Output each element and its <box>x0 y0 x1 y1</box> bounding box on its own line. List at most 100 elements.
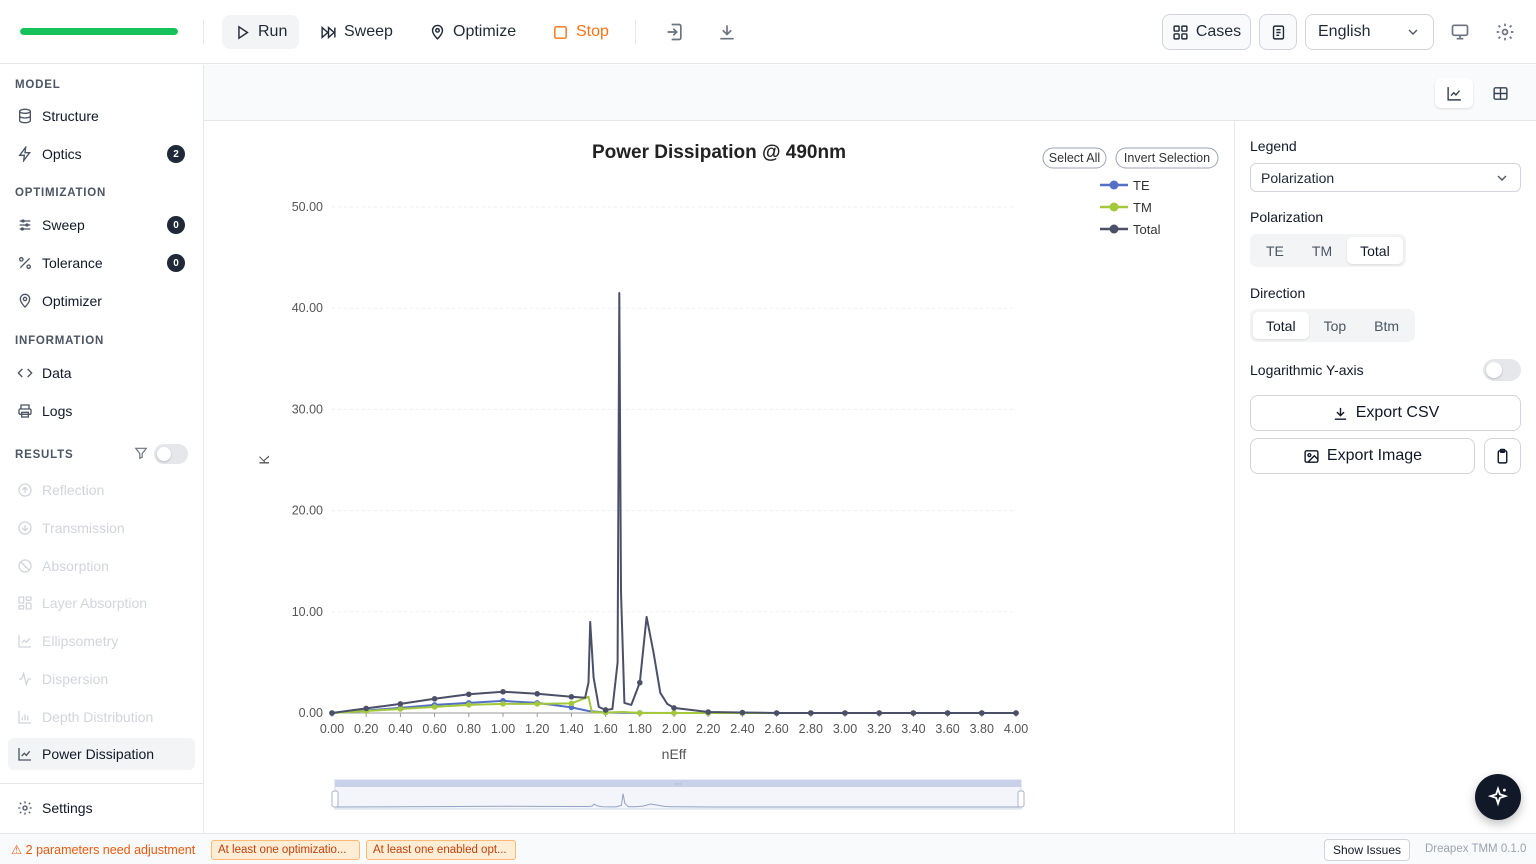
table-icon <box>1492 86 1508 100</box>
power-dissipation-chart[interactable]: Power Dissipation @ 490nm Select All Inv… <box>204 121 1234 833</box>
sidebar-item-optimizer[interactable]: Optimizer <box>8 285 195 317</box>
sidebar-item-layer-absorption[interactable]: Layer Absorption <box>8 587 195 619</box>
chart-view-toggle[interactable] <box>1435 78 1473 108</box>
chart-grid <box>332 206 1016 714</box>
sidebar-item-reflection[interactable]: Reflection <box>8 474 195 506</box>
sliders-icon <box>19 219 31 231</box>
data-point <box>739 709 746 716</box>
language-select[interactable]: English <box>1305 14 1434 50</box>
polarization-te[interactable]: TE <box>1266 242 1284 259</box>
sidebar-item-tolerance[interactable]: Tolerance 0 <box>8 247 195 279</box>
data-point <box>466 691 472 698</box>
fast-forward-icon <box>321 25 336 39</box>
chevron-down-icon <box>1408 29 1418 35</box>
play-icon <box>238 25 249 39</box>
select-all-button[interactable]: Select All <box>1042 147 1107 169</box>
sidebar-item-transmission[interactable]: Transmission <box>8 512 195 544</box>
import-icon[interactable] <box>665 22 685 42</box>
count-badge: 0 <box>167 216 185 234</box>
legend-select[interactable]: Polarization <box>1250 163 1521 192</box>
data-point <box>534 701 540 707</box>
legend-marker <box>1109 180 1119 190</box>
sidebar-item-power-dissipation[interactable]: Power Dissipation <box>8 738 195 770</box>
sidebar-item-logs[interactable]: Logs <box>8 395 195 427</box>
chart-legend[interactable]: TE TM Total <box>1100 178 1161 237</box>
sidebar-item-absorption[interactable]: Absorption <box>8 550 195 582</box>
code-icon <box>17 368 33 378</box>
results-filter-toggle[interactable] <box>154 444 188 464</box>
sidebar-item-optics[interactable]: Optics 2 <box>8 138 195 170</box>
gear-icon[interactable] <box>1495 22 1515 42</box>
cases-button[interactable]: Cases <box>1162 14 1251 50</box>
y-axis-ticks: 0.00 10.00 20.00 30.00 40.00 50.00 <box>292 200 323 720</box>
sidebar-item-label: Absorption <box>42 558 109 574</box>
sidebar-item-ellipsometry[interactable]: Ellipsometry <box>8 625 195 657</box>
data-point <box>431 696 438 702</box>
sidebar-item-label: Structure <box>42 108 99 124</box>
select-all-label: Select All <box>1049 151 1100 165</box>
issue-chip[interactable]: At least one optimizatio... <box>211 840 360 860</box>
data-point <box>602 707 609 713</box>
section-optimization: OPTIMIZATION <box>15 187 107 199</box>
y-tick-label: 10.00 <box>292 605 323 619</box>
data-point <box>397 701 404 707</box>
language-value: English <box>1318 23 1371 40</box>
slider-grip-icon: ⋯ <box>675 781 682 788</box>
ai-assistant-button[interactable] <box>1475 774 1521 820</box>
notes-button[interactable] <box>1259 14 1297 50</box>
sweep-button[interactable]: Sweep <box>308 15 405 49</box>
table-view-toggle[interactable] <box>1481 78 1519 108</box>
data-point <box>910 710 917 716</box>
sidebar-item-settings[interactable]: Settings <box>8 792 195 824</box>
log-y-axis-label: Logarithmic Y-axis <box>1250 362 1364 378</box>
download-icon[interactable] <box>717 22 737 42</box>
data-zoom-slider[interactable]: ⋯ <box>331 779 1025 810</box>
arrow-down-circle-icon <box>18 521 32 535</box>
direction-total[interactable]: Total <box>1253 312 1309 339</box>
sidebar-item-depth-distribution[interactable]: Depth Distribution <box>8 701 195 733</box>
sidebar-item-data[interactable]: Data <box>8 357 195 389</box>
grid-icon <box>1173 24 1188 40</box>
top-toolbar: Run Sweep Optimize Stop Cases English <box>0 0 1536 64</box>
sidebar-item-structure[interactable]: Structure <box>8 100 195 132</box>
sidebar-item-label: Tolerance <box>42 255 103 271</box>
document-icon <box>1272 24 1284 40</box>
sidebar-item-dispersion[interactable]: Dispersion <box>8 663 195 695</box>
direction-top[interactable]: Top <box>1323 317 1347 334</box>
polarization-total[interactable]: Total <box>1347 237 1403 264</box>
legend-label: TM <box>1133 200 1152 215</box>
copy-image-button[interactable] <box>1484 438 1521 474</box>
sidebar-item-label: Sweep <box>42 217 85 233</box>
polarization-tm[interactable]: TM <box>1311 242 1333 259</box>
log-y-axis-toggle[interactable] <box>1483 359 1521 381</box>
data-point <box>671 705 677 711</box>
y-tick-label: 50.00 <box>292 200 323 214</box>
issue-chip[interactable]: At least one enabled opt... <box>366 840 516 860</box>
run-button[interactable]: Run <box>222 15 300 49</box>
export-image-button[interactable]: Export Image <box>1250 438 1475 474</box>
x-tick-label: 2.80 <box>799 722 823 736</box>
stop-button[interactable]: Stop <box>540 15 621 49</box>
invert-selection-button[interactable]: Invert Selection <box>1115 147 1219 169</box>
sidebar-item-label: Power Dissipation <box>42 746 155 762</box>
data-point <box>671 710 677 716</box>
show-issues-button[interactable]: Show Issues <box>1324 839 1411 861</box>
y-tick-label: 40.00 <box>292 301 323 315</box>
slider-right-handle[interactable] <box>1017 790 1025 808</box>
legend-label: Legend <box>1250 138 1297 154</box>
data-point <box>842 710 848 716</box>
sidebar-item-label: Optics <box>42 146 82 162</box>
direction-btm[interactable]: Btm <box>1374 317 1400 334</box>
x-tick-label: 3.60 <box>935 722 959 736</box>
slider-left-handle[interactable] <box>331 790 339 808</box>
export-csv-button[interactable]: Export CSV <box>1250 395 1521 431</box>
image-icon <box>1304 449 1319 463</box>
optimize-button[interactable]: Optimize <box>417 15 528 49</box>
line-chart-icon <box>1446 86 1461 101</box>
sidebar-item-sweep[interactable]: Sweep 0 <box>8 209 195 241</box>
x-tick-label: 1.60 <box>593 722 617 736</box>
filter-icon[interactable] <box>134 446 148 460</box>
monitor-icon[interactable] <box>1450 22 1470 42</box>
parameter-warning[interactable]: ⚠ 2 parameters need adjustment <box>11 843 196 857</box>
slider-minimap <box>334 793 1021 808</box>
